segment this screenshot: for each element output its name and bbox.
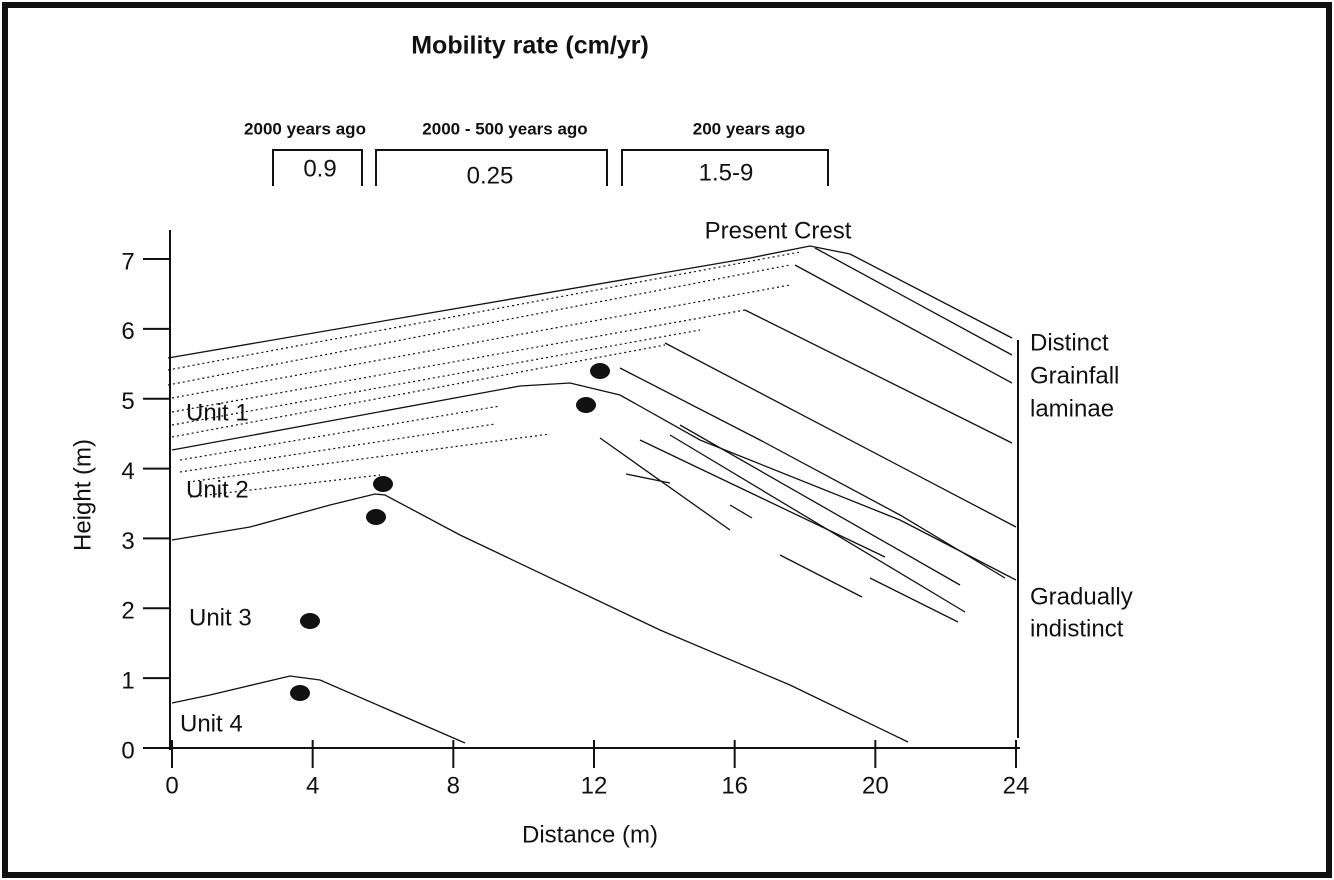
right-label: Gradually <box>1030 583 1133 610</box>
strata <box>167 245 1017 744</box>
x-tick-label: 8 <box>447 772 460 799</box>
y-axis-label: Height (m) <box>69 439 96 551</box>
y-tick-label: 1 <box>121 667 134 694</box>
y-tick-label: 0 <box>121 737 134 764</box>
x-tick-label: 20 <box>862 772 889 799</box>
period-label: 2000 - 500 years ago <box>422 119 587 138</box>
title: Mobility rate (cm/yr) <box>411 32 649 60</box>
right-label: laminae <box>1030 395 1114 422</box>
y-tick-label: 7 <box>121 248 134 275</box>
right-label: Distinct <box>1030 329 1109 356</box>
rate: 0.25 <box>467 162 514 189</box>
period-label: 200 years ago <box>693 119 805 138</box>
unit-label: Unit 4 <box>180 710 243 737</box>
x-tick-label: 16 <box>721 772 748 799</box>
right-label: Grainfall <box>1030 362 1119 389</box>
y-tick-label: 6 <box>121 318 134 345</box>
y-tick-label: 3 <box>121 528 134 555</box>
x-tick-label: 24 <box>1003 772 1030 799</box>
y-tick-label: 5 <box>121 388 134 415</box>
unit-label: Unit 3 <box>189 604 252 631</box>
rate: 1.5-9 <box>699 159 754 186</box>
x-tick-label: 12 <box>581 772 608 799</box>
x-tick-label: 0 <box>165 772 178 799</box>
y-tick-label: 4 <box>121 458 134 485</box>
period-brackets <box>272 149 829 186</box>
unit-label: Unit 1 <box>186 399 249 426</box>
unit-label: Unit 2 <box>186 476 249 503</box>
rate: 0.9 <box>303 155 336 182</box>
right-label: indistinct <box>1030 615 1124 642</box>
x-axis-label: Distance (m) <box>522 821 658 848</box>
period-label: 2000 years ago <box>244 119 366 138</box>
x-tick-label: 4 <box>306 772 319 799</box>
y-tick-label: 2 <box>121 598 134 625</box>
crest-label: Present Crest <box>705 217 852 244</box>
sample-points <box>290 363 610 701</box>
